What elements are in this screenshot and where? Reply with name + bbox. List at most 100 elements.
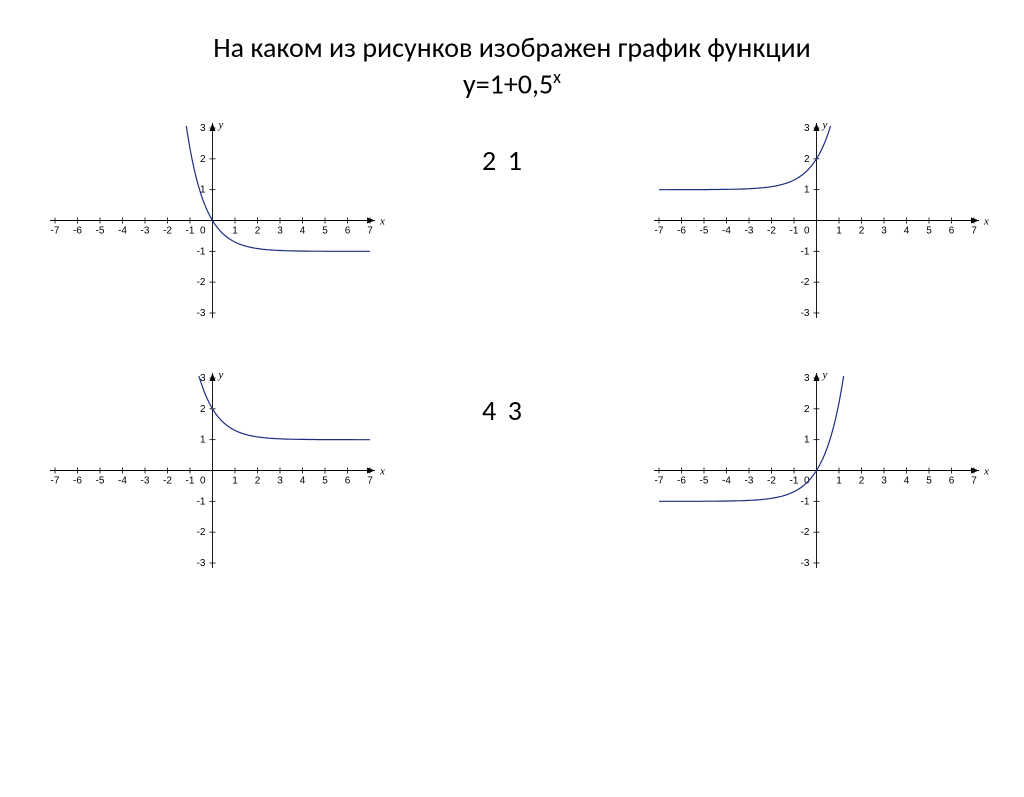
svg-text:6: 6 [345,476,351,487]
svg-text:-6: -6 [677,476,686,487]
chart-cell-3: -7-6-5-4-3-2-11234567-3-2-11230xy 3 [30,363,512,583]
svg-text:0: 0 [200,226,206,237]
chart-cell-4: 4 -7-6-5-4-3-2-11234567-3-2-11230xy [512,363,994,583]
svg-text:1: 1 [232,476,238,487]
title-line1: На каком из рисунков изображен график фу… [213,30,811,65]
svg-text:-2: -2 [197,527,206,538]
svg-text:-3: -3 [141,476,150,487]
page-title: На каком из рисунков изображен график фу… [0,30,1024,103]
svg-text:-2: -2 [767,226,776,237]
svg-text:-6: -6 [73,476,82,487]
svg-text:7: 7 [367,226,373,237]
svg-text:-4: -4 [722,476,731,487]
title-line2: y=1+0,5 [463,67,553,102]
svg-text:-5: -5 [96,226,105,237]
svg-text:-3: -3 [197,558,206,569]
svg-text:2: 2 [255,476,261,487]
svg-text:-7: -7 [51,476,60,487]
svg-text:-6: -6 [73,226,82,237]
svg-text:5: 5 [322,476,328,487]
svg-text:-3: -3 [141,226,150,237]
svg-text:y: y [218,369,224,381]
chart-label-2: 2 [482,143,496,178]
svg-text:-7: -7 [655,476,664,487]
svg-text:6: 6 [345,226,351,237]
svg-text:-3: -3 [197,308,206,319]
svg-text:2: 2 [200,404,206,415]
svg-text:0: 0 [200,476,206,487]
svg-text:-7: -7 [51,226,60,237]
svg-text:-5: -5 [96,476,105,487]
svg-text:-3: -3 [801,558,810,569]
svg-text:7: 7 [971,476,977,487]
svg-text:4: 4 [300,226,306,237]
svg-text:-3: -3 [801,308,810,319]
svg-text:2: 2 [859,226,865,237]
svg-text:-5: -5 [700,476,709,487]
svg-text:3: 3 [277,226,283,237]
svg-text:6: 6 [949,226,955,237]
svg-text:-5: -5 [700,226,709,237]
svg-text:5: 5 [926,226,932,237]
svg-text:1: 1 [200,435,206,446]
svg-text:1: 1 [804,435,810,446]
svg-text:y: y [822,119,828,131]
svg-text:-4: -4 [118,476,127,487]
svg-text:6: 6 [949,476,955,487]
svg-text:7: 7 [367,476,373,487]
svg-text:-2: -2 [197,277,206,288]
svg-text:-1: -1 [197,496,206,507]
svg-text:3: 3 [881,476,887,487]
svg-text:2: 2 [200,154,206,165]
title-exp: x [553,66,561,88]
svg-text:2: 2 [859,476,865,487]
chart-1: -7-6-5-4-3-2-11234567-3-2-11230xy [30,113,390,333]
svg-text:2: 2 [255,226,261,237]
svg-text:-6: -6 [677,226,686,237]
svg-text:y: y [822,369,828,381]
chart-label-4: 4 [482,393,496,428]
svg-text:3: 3 [200,123,206,134]
svg-text:-1: -1 [790,226,799,237]
svg-text:1: 1 [804,185,810,196]
svg-text:4: 4 [904,226,910,237]
svg-text:3: 3 [804,373,810,384]
svg-text:-4: -4 [722,226,731,237]
svg-text:2: 2 [804,154,810,165]
svg-text:4: 4 [904,476,910,487]
svg-text:-1: -1 [801,496,810,507]
chart-4: -7-6-5-4-3-2-11234567-3-2-11230xy [634,363,994,583]
svg-text:-1: -1 [186,476,195,487]
svg-text:-2: -2 [801,527,810,538]
svg-text:x: x [379,216,385,228]
svg-text:3: 3 [804,123,810,134]
svg-text:1: 1 [232,226,238,237]
svg-text:-3: -3 [745,226,754,237]
svg-text:4: 4 [300,476,306,487]
svg-text:-1: -1 [790,476,799,487]
svg-text:3: 3 [881,226,887,237]
svg-text:1: 1 [836,476,842,487]
svg-text:1: 1 [836,226,842,237]
charts-grid: -7 -6 -5 -4 -3 -2 -1 1 2 3 4 5 6 7 -3 -2 -1 1 2 3 0 x y 1 2 -7… [0,113,1024,583]
svg-text:3: 3 [277,476,283,487]
svg-text:x: x [983,466,989,478]
svg-text:-2: -2 [163,226,172,237]
svg-text:2: 2 [804,404,810,415]
chart-cell-2: 2 -7-6-5-4-3-2-11234567-3-2-11230xy [512,113,994,333]
svg-text:-2: -2 [767,476,776,487]
chart-cell-1: -7-6-5-4-3-2-11234567-3-2-11230xy 1 [30,113,512,333]
svg-text:0: 0 [804,226,810,237]
svg-text:-1: -1 [186,226,195,237]
svg-text:x: x [379,466,385,478]
chart-3: -7-6-5-4-3-2-11234567-3-2-11230xy [30,363,390,583]
svg-text:-7: -7 [655,226,664,237]
svg-text:5: 5 [322,226,328,237]
svg-text:5: 5 [926,476,932,487]
chart-2: -7-6-5-4-3-2-11234567-3-2-11230xy [634,113,994,333]
svg-text:-2: -2 [801,277,810,288]
svg-text:x: x [983,216,989,228]
svg-text:-4: -4 [118,226,127,237]
svg-text:-1: -1 [801,246,810,257]
svg-text:-2: -2 [163,476,172,487]
